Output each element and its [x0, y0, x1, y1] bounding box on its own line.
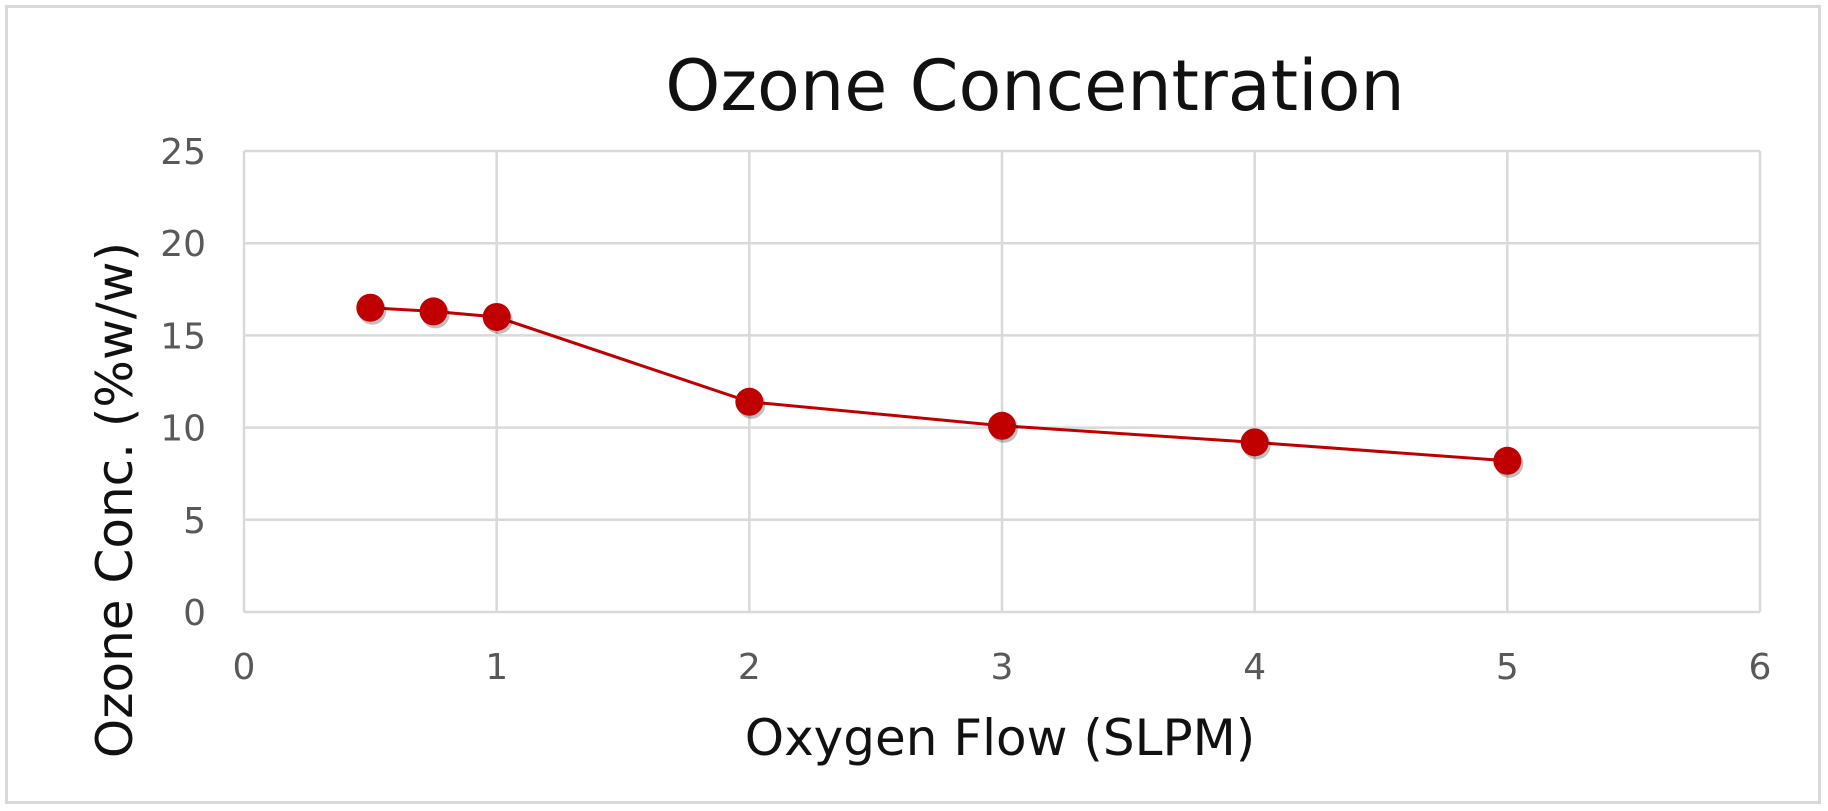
x-tick-label: 1 [485, 647, 508, 688]
y-axis-title: Ozone Conc. (%w/w) [86, 242, 144, 758]
y-tick-label: 20 [160, 224, 206, 265]
data-point [356, 293, 385, 322]
x-tick-label: 6 [1749, 647, 1772, 688]
y-tick-label: 5 [183, 501, 206, 542]
chart-title: Ozone Concentration [665, 45, 1405, 127]
x-tick-label: 3 [991, 647, 1014, 688]
chart-frame [5, 5, 1821, 804]
data-point [735, 387, 764, 416]
y-tick-label: 0 [183, 593, 206, 634]
data-point [988, 411, 1016, 440]
x-tick-label: 4 [1243, 647, 1266, 688]
plot-grid [242, 149, 1762, 614]
axis-ticks: 0 5 10 15 20 25 0 1 2 3 4 5 6 [160, 132, 1771, 688]
series-layer [356, 293, 1524, 478]
data-point [419, 297, 448, 326]
x-tick-label: 0 [233, 647, 256, 688]
x-tick-label: 2 [738, 647, 761, 688]
data-point [1240, 428, 1269, 457]
x-tick-label: 5 [1496, 647, 1519, 688]
data-point [1493, 446, 1522, 475]
series-line [370, 306, 1508, 463]
x-axis-title: Oxygen Flow (SLPM) [745, 709, 1256, 767]
y-tick-label: 10 [160, 409, 206, 450]
y-tick-label: 15 [160, 316, 206, 357]
y-tick-label: 25 [160, 132, 206, 173]
data-point [482, 302, 511, 331]
